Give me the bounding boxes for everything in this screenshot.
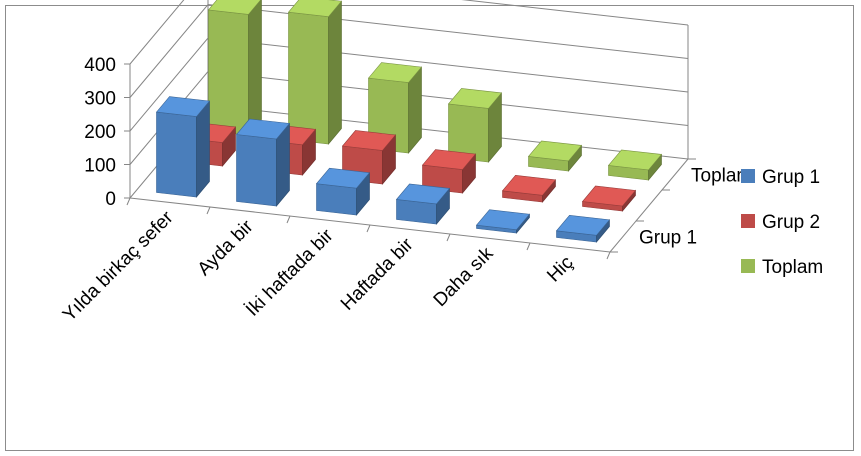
y-axis-tick-labels: 0 100 200 300 400 xyxy=(84,55,116,210)
chart-walls xyxy=(124,0,696,260)
bar xyxy=(395,183,451,225)
legend-label: Toplam xyxy=(762,257,823,278)
chart-area xyxy=(5,5,854,451)
legend-label: Grup 2 xyxy=(762,212,820,233)
bar xyxy=(421,149,477,194)
depth-axis-line xyxy=(609,158,689,253)
legend: Grup 1 Grup 2 Toplam xyxy=(741,167,823,278)
bar xyxy=(581,185,637,212)
bar xyxy=(287,0,343,145)
x-tick-label: Haftada bir xyxy=(337,234,418,315)
legend-label: Grup 1 xyxy=(762,167,820,188)
y-tick-label: 400 xyxy=(84,55,116,76)
chart-bars xyxy=(155,0,663,243)
y-tick-label: 100 xyxy=(84,156,116,177)
x-tick-label: Yılda birkaç sefer xyxy=(59,207,178,326)
legend-swatch xyxy=(741,214,755,228)
legend-swatch xyxy=(741,259,755,273)
bar xyxy=(501,174,557,203)
y-tick-label: 200 xyxy=(84,122,116,143)
x-tick-label: Ayda bir xyxy=(194,216,258,280)
bar xyxy=(555,214,611,243)
y-tick-label: 0 xyxy=(105,189,116,210)
x-tick-mark xyxy=(526,242,531,251)
depth-axis-tick-labels: Toplam Grup 1 xyxy=(639,166,752,249)
depth-tick-label: Toplam xyxy=(691,166,752,187)
x-tick-mark xyxy=(366,224,371,233)
x-tick-mark xyxy=(446,233,451,242)
bar xyxy=(607,149,663,181)
depth-tick-label: Grup 1 xyxy=(639,228,697,249)
bar xyxy=(207,0,262,136)
bar xyxy=(155,96,211,198)
gridline xyxy=(129,0,689,65)
x-tick-mark xyxy=(286,215,291,224)
legend-swatch xyxy=(741,169,755,183)
x-tick-label: İki haftada bir xyxy=(242,225,338,321)
x-tick-mark xyxy=(206,206,211,215)
bar xyxy=(315,167,371,216)
bar xyxy=(475,209,531,234)
bar xyxy=(447,88,503,163)
x-tick-label: Hiç xyxy=(543,252,577,286)
x-tick-mark xyxy=(606,251,611,260)
bar xyxy=(235,118,291,207)
bar xyxy=(527,140,583,172)
x-tick-label: Daha sık xyxy=(430,243,498,311)
y-tick-label: 300 xyxy=(84,89,116,110)
x-tick-mark xyxy=(126,197,131,206)
